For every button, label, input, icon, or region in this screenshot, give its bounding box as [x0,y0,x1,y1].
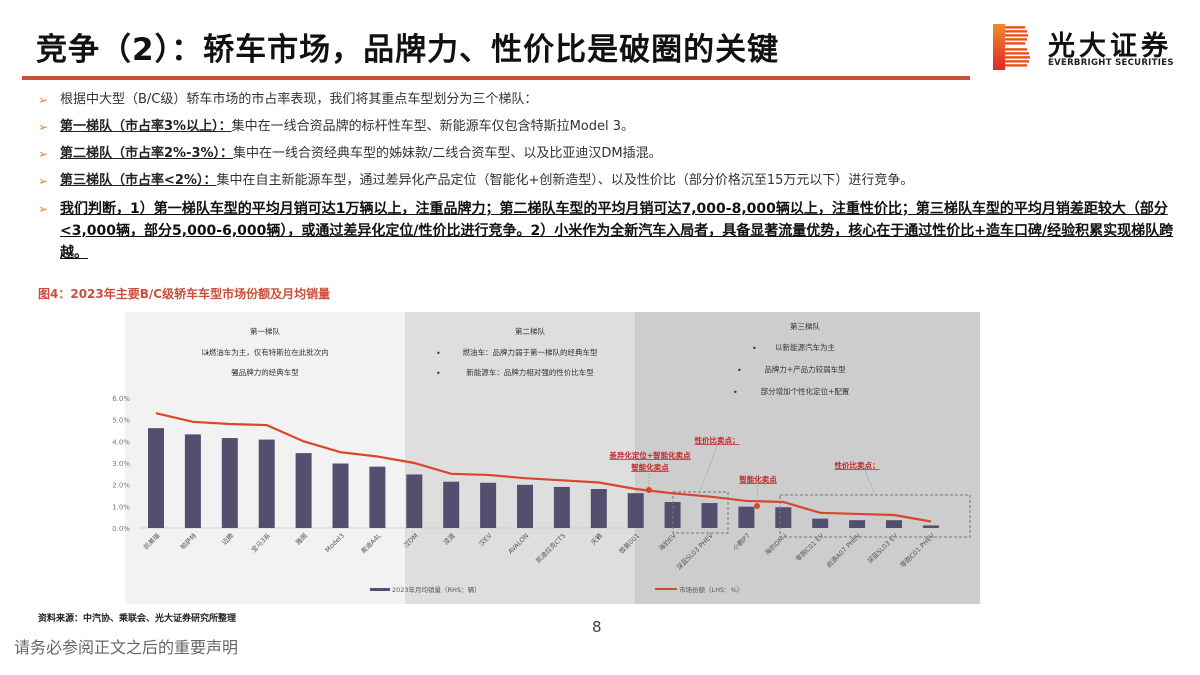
tier3-point: 部分增加个性化定位+配置 [761,386,850,396]
bar [590,489,607,528]
bullet-intro: ➢ 根据中大型（B/C级）轿车市场的市占率表现，我们将其重点车型划分为三个梯队： [38,90,1178,110]
bar [775,507,792,528]
annotation-value-2: 性价比卖点； [835,460,880,471]
page-title: 竞争（2）：轿车市场，品牌力、性价比是破圈的关键 [36,32,780,68]
bullet-tier3: ➢ 第三梯队（市占率<2%）：集中在自主新能源车型，通过差异化产品定位（智能化+创… [38,171,1178,191]
annotation-differentiation: 差异化定位+智能化卖点 [608,450,691,460]
tier1-key: 第一梯队（市占率3%以上）： [60,119,232,134]
bar [849,520,866,528]
svg-text:•: • [737,366,742,375]
annotation-value: 性价比卖点； [695,435,740,446]
arrow-bullet-icon: ➢ [38,202,49,216]
source-note: 资料来源：中汽协、乘联会、光大证券研究所整理 [38,614,237,624]
bar [332,463,349,528]
page-number: 8 [592,618,602,636]
bullet-conclusion: ➢ 我们判断，1）第一梯队车型的平均月销可达1万辆以上，注重品牌力；第二梯队车型的… [38,198,1178,264]
disclaimer: 请务必参阅正文之后的重要声明 [14,638,239,657]
tier3-key: 第三梯队（市占率<2%）： [60,173,217,188]
svg-text:0.0%: 0.0% [112,525,130,533]
tier3-point: 品牌力+产品力较弱车型 [764,364,846,374]
bullet-list: ➢ 根据中大型（B/C级）轿车市场的市占率表现，我们将其重点车型划分为三个梯队： … [38,90,1178,264]
bar [369,466,386,528]
tier1-point: 强品牌力的经典车型 [231,367,299,377]
bullet-tier1: ➢ 第一梯队（市占率3%以上）：集中在一线合资品牌的标杆性车型、新能源车仅包含特斯… [38,117,1178,137]
bar [701,503,718,528]
figure-title: 图4：2023年主要B/C级轿车车型市场份额及月均销量 [38,287,331,301]
tier2-point: 新能源车：品牌力相对强的性价比车型 [466,367,594,377]
bar [922,525,939,528]
bar [184,434,201,528]
tier2-key: 第二梯队（市占率2%-3%）： [60,146,234,161]
tier3-point: 以新能源汽车为主 [775,342,835,352]
bullet-tier2: ➢ 第二梯队（市占率2%-3%）：集中在一线合资经典车型的姊妹款/二线合资车型、以… [38,144,1178,164]
arrow-bullet-icon: ➢ [38,120,49,134]
bar [148,428,164,528]
bar [553,486,570,528]
bar [812,518,829,528]
bar [221,438,238,528]
svg-text:•: • [436,349,441,358]
bar [517,484,533,528]
arrow-bullet-icon: ➢ [38,93,49,107]
arrow-bullet-icon: ➢ [38,147,49,161]
everbright-logo: 光大证券 EVERBRIGHT SECURITIES [993,22,1183,74]
svg-text:1.0%: 1.0% [112,503,130,511]
svg-text:6.0%: 6.0% [112,395,130,403]
bar [295,453,312,528]
legend-bar-label: 2023年月均销量（RHS：辆） [392,585,481,594]
svg-text:2.0%: 2.0% [112,482,130,490]
title-divider [22,76,970,80]
bar [886,520,902,528]
tier2-point: 燃油车：品牌力弱于第一梯队的经典车型 [463,347,598,357]
dashed-box-1 [672,491,729,534]
tier1-title: 第一梯队 [250,326,280,336]
logo-chinese-name: 光大证券 [1048,31,1172,62]
tier1-point: 以燃油车为主，仅有特斯拉在此批次内 [201,347,329,357]
legend-bar-swatch [370,588,390,591]
bar [258,439,275,528]
bar [443,481,460,528]
market-share-chart: 第一梯队 以燃油车为主，仅有特斯拉在此批次内 强品牌力的经典车型 第二梯队 燃油… [112,312,980,604]
svg-text:4.0%: 4.0% [112,438,130,446]
legend-line-swatch [655,588,677,590]
tier3-background [635,312,980,604]
logo-english-name: EVERBRIGHT SECURITIES [1048,58,1174,68]
svg-text:•: • [232,369,237,378]
svg-text:3.0%: 3.0% [112,460,130,468]
svg-text:智能化卖点: 智能化卖点 [631,462,669,472]
svg-text:•: • [436,369,441,378]
svg-text:•: • [733,388,738,397]
legend-line-label: 市场份额（LHS：%） [679,585,743,594]
tier3-title: 第三梯队 [790,321,820,331]
bar [406,474,423,528]
tier2-background [405,312,635,604]
svg-text:•: • [205,349,210,358]
bar [480,482,497,528]
annotation-smart: 智能化卖点 [739,474,777,484]
bar [627,493,644,528]
logo-b-icon [993,24,1030,70]
bar [738,506,755,528]
svg-text:5.0%: 5.0% [112,417,130,425]
svg-text:•: • [752,344,757,353]
dashed-box-2 [779,494,971,538]
arrow-bullet-icon: ➢ [38,174,49,188]
tier2-title: 第二梯队 [515,326,545,336]
bar [664,502,681,528]
